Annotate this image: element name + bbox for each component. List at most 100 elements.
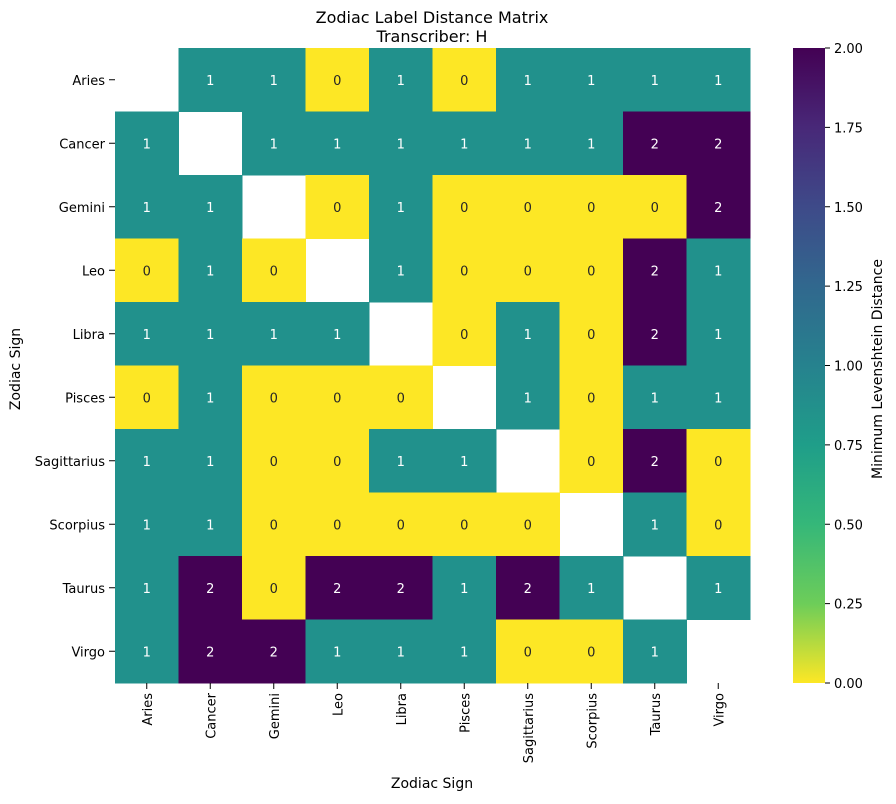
cell-value-label: 1: [270, 74, 278, 89]
colorbar-tick-label: 1.00: [834, 360, 863, 375]
heatmap-cell: [369, 429, 433, 493]
cell-value-label: 1: [651, 518, 659, 533]
heatmap-cell: [686, 365, 751, 430]
heatmap-cell: [242, 556, 306, 620]
cell-value-label: 1: [206, 201, 214, 216]
cell-value-label: 2: [651, 328, 659, 343]
heatmap-cell: [369, 492, 433, 557]
y-tick-label: Gemini: [59, 201, 105, 216]
cell-value-label: 1: [143, 582, 151, 597]
cell-value-label: 0: [587, 328, 595, 343]
heatmap-cell: [115, 238, 179, 303]
heatmap-cell: [178, 48, 243, 112]
x-tick-label: Sagittarius: [522, 693, 537, 763]
cell-value-label: 2: [651, 264, 659, 279]
heatmap-cell: [305, 48, 370, 112]
heatmap-cell: [623, 619, 687, 684]
x-tick-label: Scorpius: [585, 693, 600, 749]
heatmap-cell: [115, 111, 179, 176]
cell-value-label: 1: [143, 201, 151, 216]
heatmap-cell: [496, 492, 560, 557]
x-tick-label: Virgo: [712, 693, 727, 727]
cell-value-label: 1: [714, 74, 722, 89]
cell-value-label: 2: [524, 582, 532, 597]
cell-value-label: 1: [397, 645, 405, 660]
heatmap-cell: [686, 302, 751, 366]
colorbar-tick-label: 0.00: [834, 677, 863, 692]
cell-value-label: 2: [206, 645, 214, 660]
y-tick-label: Pisces: [65, 391, 105, 406]
heatmap-cell: [432, 238, 497, 303]
cell-value-label: 0: [333, 455, 341, 470]
cell-value-label: 1: [460, 137, 468, 152]
heatmap-cell: [496, 365, 560, 430]
cell-value-label: 1: [587, 74, 595, 89]
cell-value-label: 1: [651, 391, 659, 406]
cell-value-label: 1: [333, 137, 341, 152]
cell-value-label: 1: [524, 391, 532, 406]
heatmap-cell: [305, 175, 370, 239]
heatmap-cell: [369, 48, 433, 112]
cell-value-label: 1: [651, 74, 659, 89]
heatmap-cell: [559, 302, 624, 366]
heatmap-cell: [305, 492, 370, 557]
cell-value-label: 0: [651, 201, 659, 216]
heatmap-cell: [178, 429, 243, 493]
heatmap-cell: [115, 619, 179, 684]
heatmap-cell: [242, 429, 306, 493]
heatmap-cell: [305, 302, 370, 366]
cell-value-label: 1: [333, 328, 341, 343]
heatmap-cell: [559, 175, 624, 239]
cell-value-label: 1: [714, 264, 722, 279]
heatmap-cell: [178, 302, 243, 366]
y-tick-label: Cancer: [59, 137, 105, 152]
heatmap-cell: [115, 429, 179, 493]
heatmap-cell: [369, 619, 433, 684]
heatmap-cell: [115, 175, 179, 239]
heatmap-cell: [432, 429, 497, 493]
x-tick-labels: Aries Cancer Gemini Leo Libra Pisces Sagittari…: [141, 683, 727, 763]
y-tick-label: Leo: [82, 264, 105, 279]
heatmap-cell: [242, 238, 306, 303]
cell-value-label: 1: [270, 137, 278, 152]
cell-value-label: 0: [587, 455, 595, 470]
cell-value-label: 0: [460, 328, 468, 343]
cell-value-label: 0: [524, 264, 532, 279]
x-tick-label: Taurus: [649, 693, 664, 737]
y-tick-label: Taurus: [62, 582, 106, 597]
heatmap-cell: [559, 48, 624, 112]
cell-value-label: 1: [587, 582, 595, 597]
cell-value-label: 1: [143, 137, 151, 152]
heatmap-cell: [432, 302, 497, 366]
heatmap-cell: [623, 175, 687, 239]
heatmap-cell: [623, 302, 687, 366]
cell-value-label: 1: [206, 518, 214, 533]
heatmap-cell: [178, 175, 243, 239]
heatmap-cell: [432, 556, 497, 620]
cell-value-label: 0: [460, 74, 468, 89]
cell-value-label: 1: [143, 645, 151, 660]
colorbar-tick-label: 1.75: [834, 121, 863, 136]
heatmap-cell: [432, 111, 497, 176]
x-tick-label: Leo: [331, 693, 346, 716]
heatmap-cell: [559, 111, 624, 176]
colorbar-tick-label: 1.25: [834, 280, 863, 295]
cell-value-label: 1: [206, 328, 214, 343]
heatmap-cell: [369, 238, 433, 303]
colorbar: 0.00 0.25 0.50 0.75 1.00 1.25 1.50 1.75 2.00: [793, 42, 863, 692]
heatmap-cell: [623, 365, 687, 430]
heatmap-cell: [686, 429, 751, 493]
heatmap-cell: [242, 48, 306, 112]
colorbar-tick-label: 2.00: [834, 42, 863, 57]
colorbar-tick-label: 0.50: [834, 518, 863, 533]
colorbar-gradient: [793, 48, 825, 683]
cell-value-label: 1: [397, 137, 405, 152]
cell-value-label: 1: [397, 455, 405, 470]
cell-value-label: 0: [270, 391, 278, 406]
heatmap-cell: [559, 238, 624, 303]
x-tick-label: Pisces: [458, 693, 473, 733]
heatmap-cell: [496, 556, 560, 620]
heatmap-cell: [623, 492, 687, 557]
heatmap-cell: [369, 111, 433, 176]
